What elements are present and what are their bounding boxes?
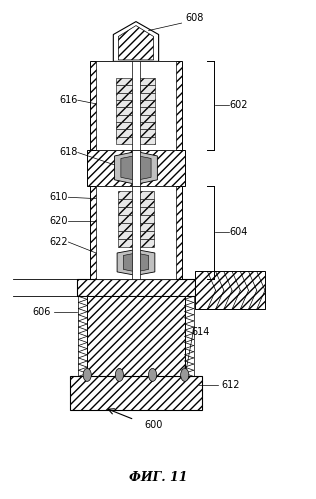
Bar <box>118 239 154 247</box>
Bar <box>118 215 154 223</box>
Text: ФИГ. 11: ФИГ. 11 <box>129 471 187 484</box>
Bar <box>96 186 176 279</box>
Bar <box>90 186 182 279</box>
Polygon shape <box>121 156 151 180</box>
Bar <box>87 296 185 376</box>
Bar <box>118 231 154 239</box>
Circle shape <box>83 368 91 381</box>
Bar <box>131 186 140 279</box>
Text: 620: 620 <box>50 216 68 226</box>
Bar <box>195 271 265 309</box>
Bar <box>70 376 202 410</box>
Text: 600: 600 <box>144 420 162 430</box>
Polygon shape <box>123 253 149 272</box>
Text: 622: 622 <box>50 237 68 247</box>
Bar <box>131 150 140 186</box>
Bar <box>117 92 155 100</box>
Text: 602: 602 <box>229 100 247 110</box>
Text: 604: 604 <box>229 227 247 237</box>
Bar <box>118 199 154 207</box>
Bar <box>117 122 155 129</box>
Bar <box>117 85 155 92</box>
Bar <box>90 61 182 150</box>
Bar <box>118 191 154 199</box>
Polygon shape <box>115 152 157 184</box>
Text: 612: 612 <box>221 380 240 390</box>
Bar <box>117 137 155 144</box>
Bar <box>117 129 155 137</box>
Polygon shape <box>113 21 159 61</box>
Bar <box>131 61 140 150</box>
Polygon shape <box>118 25 154 60</box>
Bar <box>117 100 155 107</box>
Bar <box>117 115 155 122</box>
Bar <box>96 61 176 150</box>
Text: 608: 608 <box>185 13 204 23</box>
Bar <box>77 279 195 296</box>
Text: 606: 606 <box>33 307 51 317</box>
Text: 618: 618 <box>59 148 77 158</box>
Text: 610: 610 <box>50 192 68 202</box>
Text: 616: 616 <box>59 95 77 105</box>
Polygon shape <box>117 250 155 275</box>
Bar <box>118 223 154 231</box>
Text: 614: 614 <box>191 327 210 337</box>
Circle shape <box>115 368 124 381</box>
Bar <box>117 107 155 115</box>
Bar <box>118 207 154 215</box>
Circle shape <box>181 368 189 381</box>
Bar <box>87 150 185 186</box>
Bar <box>117 78 155 85</box>
Circle shape <box>149 368 157 381</box>
